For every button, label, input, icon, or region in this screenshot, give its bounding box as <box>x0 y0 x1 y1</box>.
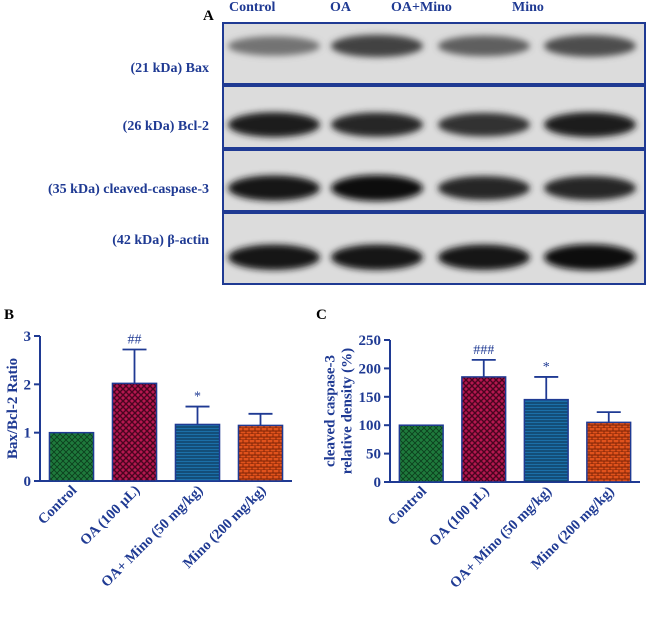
blot-band <box>228 175 320 201</box>
x-tick-label: OA (100 µL) <box>426 483 492 549</box>
chart-c: 0 50 100 150 200 250 cleaved caspase-3 relative… <box>323 333 640 592</box>
bar <box>461 376 507 483</box>
blot-band <box>544 175 636 201</box>
panel-a-letter: A <box>203 8 214 24</box>
band-label-beta-actin: (42 kDa) β-actin <box>112 233 209 248</box>
y-axis-label: relative density (%) <box>340 348 356 474</box>
y-tick-label: 250 <box>359 333 382 349</box>
y-tick-label: 200 <box>359 361 382 377</box>
y-tick-label: 1 <box>24 426 32 442</box>
x-tick-label: OA (100 µL) <box>77 482 143 548</box>
y-axis-label: Bax/Bcl-2 Ratio <box>5 358 21 459</box>
western-blot <box>222 22 646 285</box>
blot-band <box>438 112 530 137</box>
y-tick-label: 100 <box>359 418 382 434</box>
y-tick-label: 0 <box>374 475 382 491</box>
blot-band <box>438 35 530 57</box>
y-tick-label: 2 <box>24 377 32 393</box>
x-tick-label: Control <box>35 483 80 528</box>
lane-label-oa: OA <box>330 0 351 15</box>
blot-band <box>544 244 636 271</box>
blot-band <box>544 112 636 138</box>
band-label-bax: (21 kDa) Bax <box>130 61 209 76</box>
blot-band <box>438 244 530 270</box>
x-tick-label: OA+ Mino (50 mg/kg) <box>447 483 555 591</box>
blot-band <box>331 244 423 270</box>
bar <box>523 398 569 483</box>
panel-c-letter: C <box>316 307 327 323</box>
blot-band <box>331 112 423 137</box>
bar <box>237 424 284 482</box>
lane-label-mino: Mino <box>512 0 544 15</box>
blot-strip <box>222 149 646 212</box>
x-tick-label: Control <box>385 484 430 529</box>
blot-band <box>228 244 320 270</box>
blot-strip <box>222 22 646 85</box>
bar <box>586 421 632 483</box>
bar <box>111 382 158 482</box>
blot-band <box>228 112 320 138</box>
band-label-bcl2: (26 kDa) Bcl-2 <box>122 119 209 134</box>
bar <box>174 423 221 482</box>
panel-b-letter: B <box>4 307 15 323</box>
blot-band <box>438 175 530 201</box>
bar <box>398 424 444 483</box>
blot-band <box>228 36 320 56</box>
blot-strip <box>222 212 646 285</box>
blot-band <box>544 35 636 57</box>
y-axis-label: cleaved caspase-3 <box>323 355 339 467</box>
bar <box>48 431 95 482</box>
significance-label: ## <box>128 333 142 348</box>
significance-label: * <box>543 360 550 375</box>
y-tick-label: 150 <box>359 390 382 406</box>
y-tick-label: 3 <box>24 329 32 345</box>
blot-band <box>331 175 423 202</box>
y-tick-label: 0 <box>24 474 32 490</box>
blot-band <box>331 34 423 58</box>
significance-label: ### <box>473 343 494 358</box>
y-tick-label: 50 <box>366 447 381 463</box>
lane-label-oa-mino: OA+Mino <box>391 0 452 15</box>
significance-label: * <box>194 390 201 405</box>
blot-strip <box>222 85 646 149</box>
lane-label-control: Control <box>229 0 276 15</box>
band-label-caspase3: (35 kDa) cleaved-caspase-3 <box>48 182 209 197</box>
